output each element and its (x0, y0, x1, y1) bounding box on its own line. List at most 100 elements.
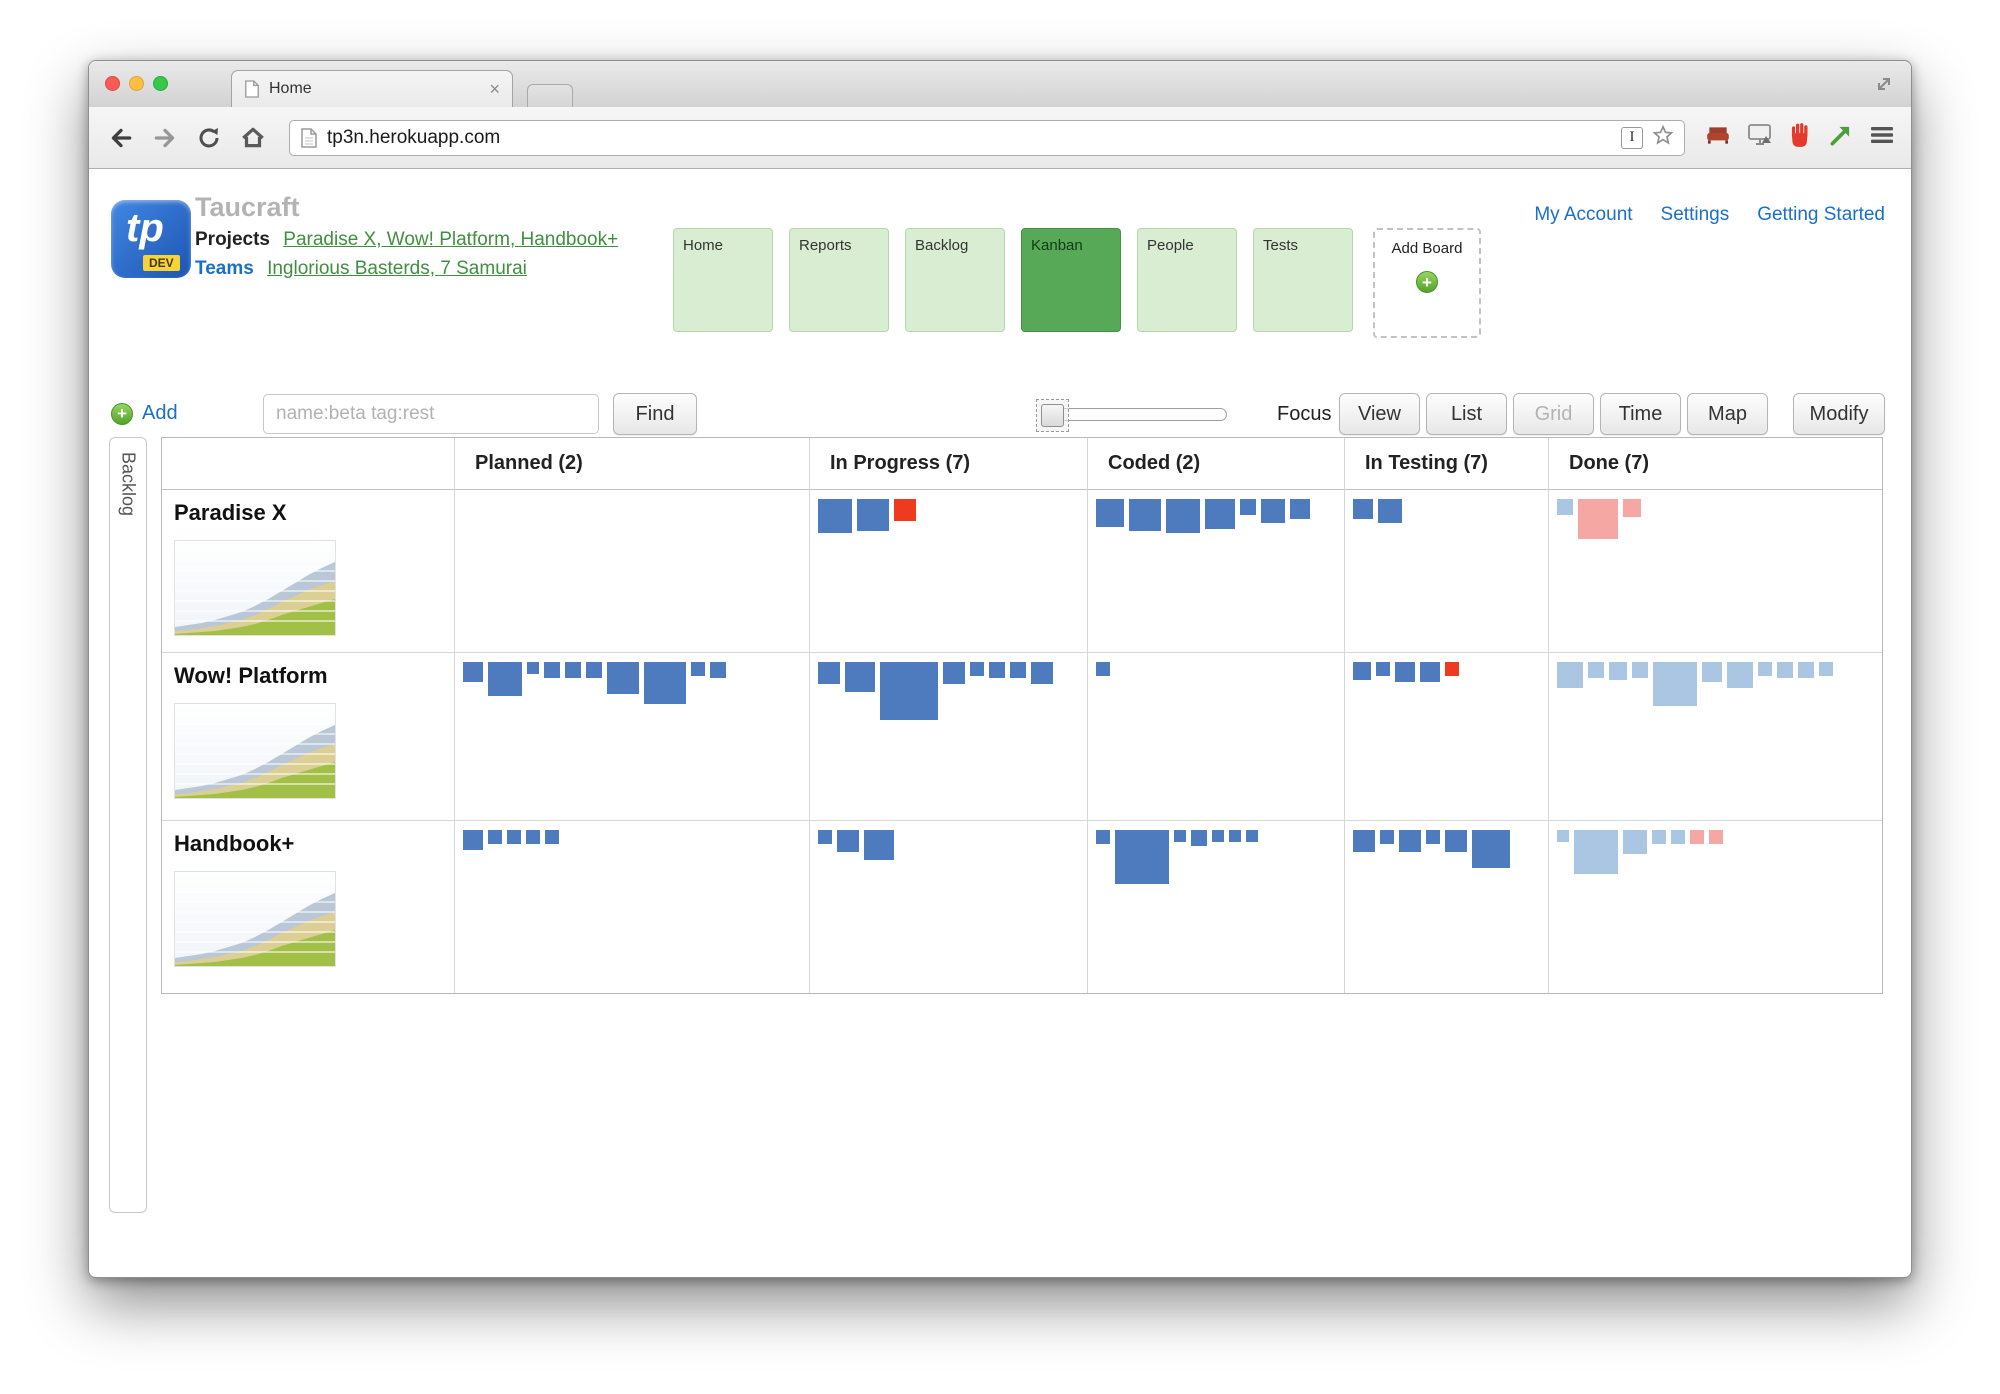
search-input[interactable] (263, 394, 599, 434)
display-extension-icon[interactable] (1746, 123, 1774, 152)
task-square[interactable] (710, 662, 726, 678)
task-square[interactable] (1353, 499, 1373, 519)
task-square[interactable] (1702, 662, 1722, 682)
task-square[interactable] (1690, 830, 1704, 844)
green-arrow-extension-icon[interactable] (1828, 122, 1854, 153)
task-square[interactable] (818, 499, 852, 533)
view-button-list[interactable]: List (1426, 393, 1507, 435)
task-square[interactable] (545, 830, 559, 844)
task-square[interactable] (857, 499, 889, 531)
board-tile-reports[interactable]: Reports (789, 228, 889, 332)
task-square[interactable] (1671, 830, 1685, 844)
task-square[interactable] (1709, 830, 1723, 844)
board-tile-tests[interactable]: Tests (1253, 228, 1353, 332)
resize-icon[interactable] (1873, 73, 1895, 100)
view-button-view[interactable]: View (1339, 393, 1420, 435)
task-square[interactable] (488, 830, 502, 844)
task-square[interactable] (1632, 662, 1648, 678)
task-square[interactable] (1426, 830, 1440, 844)
task-square[interactable] (1574, 830, 1618, 874)
task-square[interactable] (644, 662, 686, 704)
board-tile-kanban[interactable]: Kanban (1021, 228, 1121, 332)
slider-handle[interactable] (1041, 404, 1064, 427)
task-square[interactable] (1096, 830, 1110, 844)
task-square[interactable] (1290, 499, 1310, 519)
task-square[interactable] (1212, 830, 1224, 842)
forward-icon[interactable] (149, 122, 181, 154)
tab-close-icon[interactable]: × (489, 79, 500, 99)
task-square[interactable] (507, 830, 521, 844)
task-square[interactable] (1819, 662, 1833, 676)
zoom-slider[interactable] (1036, 399, 1227, 432)
task-square[interactable] (1727, 662, 1753, 688)
view-button-map[interactable]: Map (1687, 393, 1768, 435)
task-square[interactable] (1378, 499, 1402, 523)
minimize-window-button[interactable] (129, 76, 144, 91)
new-tab-button[interactable] (527, 84, 573, 107)
find-button[interactable]: Find (613, 393, 697, 435)
task-square[interactable] (1246, 830, 1258, 842)
task-square[interactable] (607, 662, 639, 694)
task-square[interactable] (1777, 662, 1793, 678)
link-getting-started[interactable]: Getting Started (1757, 204, 1885, 225)
task-square[interactable] (1174, 830, 1186, 842)
task-square[interactable] (1445, 830, 1467, 852)
home-icon[interactable] (237, 122, 269, 154)
task-square[interactable] (463, 662, 483, 682)
task-square[interactable] (864, 830, 894, 860)
menu-icon[interactable] (1869, 124, 1895, 151)
board-tile-people[interactable]: People (1137, 228, 1237, 332)
modify-button[interactable]: Modify (1793, 393, 1885, 435)
task-square[interactable] (1229, 830, 1241, 842)
task-square[interactable] (1376, 662, 1390, 676)
task-square[interactable] (1353, 830, 1375, 852)
task-square[interactable] (845, 662, 875, 692)
task-square[interactable] (989, 662, 1005, 678)
task-square[interactable] (1353, 662, 1371, 680)
task-square[interactable] (463, 830, 483, 850)
task-square[interactable] (526, 830, 540, 844)
task-square[interactable] (1623, 499, 1641, 517)
add-button[interactable]: + Add (111, 402, 178, 425)
couch-extension-icon[interactable] (1705, 122, 1731, 153)
url-bar[interactable]: tp3n.herokuapp.com I (289, 119, 1685, 156)
teams-links[interactable]: Inglorious Basterds, 7 Samurai (267, 258, 527, 279)
backlog-side-tab[interactable]: Backlog (109, 437, 147, 1213)
task-square[interactable] (943, 662, 965, 684)
task-square[interactable] (1420, 662, 1440, 682)
task-square[interactable] (970, 662, 984, 676)
task-square[interactable] (1380, 830, 1394, 844)
link-my-account[interactable]: My Account (1534, 204, 1633, 225)
reload-icon[interactable] (193, 122, 225, 154)
url-text[interactable]: tp3n.herokuapp.com (327, 126, 501, 148)
task-square[interactable] (1191, 830, 1207, 846)
task-square[interactable] (1588, 662, 1604, 678)
task-square[interactable] (544, 662, 560, 678)
task-square[interactable] (1096, 499, 1124, 527)
close-window-button[interactable] (105, 76, 120, 91)
task-square[interactable] (1115, 830, 1169, 884)
task-square[interactable] (1205, 499, 1235, 529)
task-square[interactable] (1445, 662, 1459, 676)
browser-tab-home[interactable]: Home × (231, 70, 513, 107)
text-cursor-icon[interactable]: I (1621, 126, 1643, 149)
task-square[interactable] (488, 662, 522, 696)
task-square[interactable] (1623, 830, 1647, 854)
task-square[interactable] (1758, 662, 1772, 676)
star-icon[interactable] (1652, 124, 1674, 151)
add-board-button[interactable]: Add Board + (1373, 228, 1481, 338)
task-square[interactable] (1010, 662, 1026, 678)
task-square[interactable] (1578, 499, 1618, 539)
board-tile-backlog[interactable]: Backlog (905, 228, 1005, 332)
task-square[interactable] (1557, 830, 1569, 842)
task-square[interactable] (1472, 830, 1510, 868)
view-button-time[interactable]: Time (1600, 393, 1681, 435)
board-tile-home[interactable]: Home (673, 228, 773, 332)
task-square[interactable] (1399, 830, 1421, 852)
task-square[interactable] (894, 499, 916, 521)
task-square[interactable] (818, 662, 840, 684)
task-square[interactable] (586, 662, 602, 678)
task-square[interactable] (1609, 662, 1627, 680)
task-square[interactable] (1096, 662, 1110, 676)
task-square[interactable] (1557, 662, 1583, 688)
